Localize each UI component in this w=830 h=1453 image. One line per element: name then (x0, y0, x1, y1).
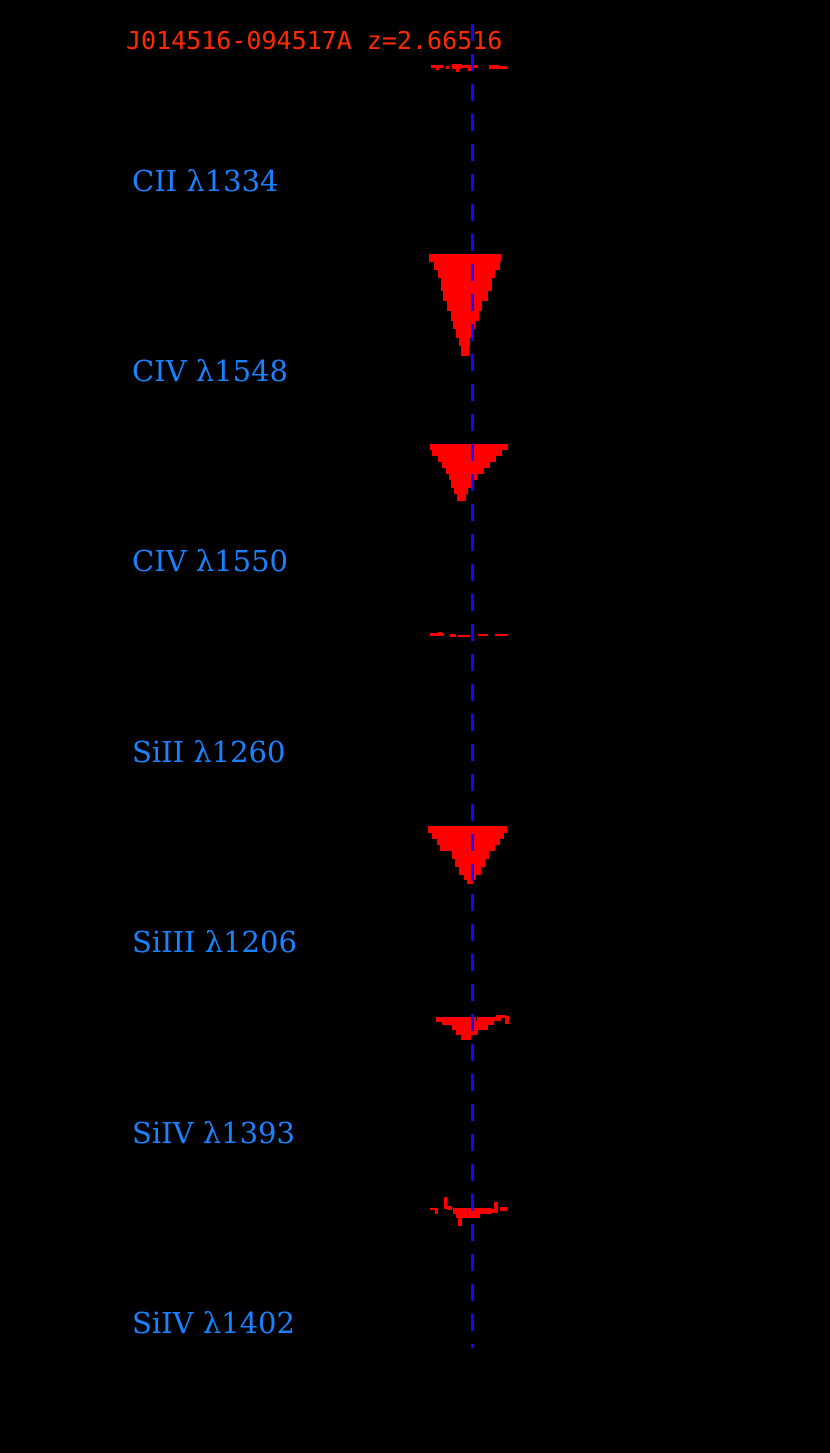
panel-label-siiv-1393: SiIV λ1393 (132, 1116, 295, 1150)
panel-label-civ-1548: CIV λ1548 (132, 354, 288, 388)
plot-title: J014516-094517A z=2.66516 (126, 26, 503, 55)
panel-label-civ-1550: CIV λ1550 (132, 544, 288, 578)
panel-label-sii-1260: SiII λ1260 (132, 735, 286, 769)
panel-label-cii-1334: CII λ1334 (132, 164, 279, 198)
panel-label-siiv-1402: SiIV λ1402 (132, 1306, 295, 1340)
flux-trace-siiv-1393 (436, 1015, 509, 1040)
flux-trace-siiv-1402 (430, 1197, 507, 1226)
flux-trace-sii-1260 (430, 632, 508, 637)
flux-trace-civ-1548 (429, 254, 501, 356)
panel-label-siiii-1206: SiIII λ1206 (132, 925, 297, 959)
flux-trace-civ-1550 (430, 444, 508, 501)
flux-trace-siiii-1206 (428, 826, 507, 884)
flux-trace-cii-1334 (431, 64, 507, 72)
